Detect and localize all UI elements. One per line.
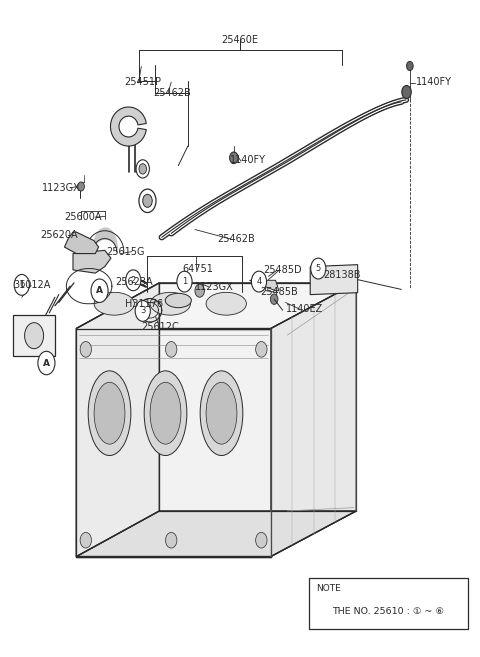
FancyBboxPatch shape <box>309 578 468 629</box>
Circle shape <box>139 164 146 174</box>
Polygon shape <box>310 265 358 294</box>
Circle shape <box>126 270 141 290</box>
Text: 31012A: 31012A <box>13 280 50 290</box>
Polygon shape <box>76 328 271 556</box>
Ellipse shape <box>200 371 243 455</box>
Circle shape <box>407 61 413 70</box>
Polygon shape <box>76 511 356 556</box>
Circle shape <box>24 323 44 349</box>
Ellipse shape <box>150 292 191 315</box>
Text: 5: 5 <box>316 264 321 273</box>
Ellipse shape <box>94 382 125 444</box>
Circle shape <box>402 85 411 99</box>
Ellipse shape <box>144 371 187 455</box>
Text: 25485B: 25485B <box>261 287 298 297</box>
Ellipse shape <box>165 293 192 307</box>
Circle shape <box>177 271 192 292</box>
Text: 25485D: 25485D <box>263 265 301 275</box>
Circle shape <box>252 271 266 292</box>
Text: 1140EZ: 1140EZ <box>286 304 323 314</box>
Text: THE NO. 25610 : ① ~ ⑥: THE NO. 25610 : ① ~ ⑥ <box>333 606 444 616</box>
Text: 28138B: 28138B <box>324 270 361 280</box>
Text: 1140FY: 1140FY <box>416 78 452 87</box>
Text: H31176: H31176 <box>125 299 163 309</box>
Circle shape <box>135 300 150 321</box>
Circle shape <box>256 532 267 548</box>
Circle shape <box>38 351 55 374</box>
Text: 25462B: 25462B <box>154 87 192 98</box>
Circle shape <box>166 532 177 548</box>
Polygon shape <box>250 281 279 290</box>
Text: 1123GX: 1123GX <box>195 282 234 292</box>
Circle shape <box>139 189 156 213</box>
Ellipse shape <box>94 292 134 315</box>
Polygon shape <box>13 315 55 356</box>
Text: 25462B: 25462B <box>217 234 255 244</box>
Circle shape <box>80 342 92 357</box>
Circle shape <box>256 342 267 357</box>
Text: 3: 3 <box>140 306 145 315</box>
Text: 1123GX: 1123GX <box>42 183 81 193</box>
Text: A: A <box>43 359 50 367</box>
Polygon shape <box>271 283 356 556</box>
Polygon shape <box>76 283 356 328</box>
Circle shape <box>143 194 152 208</box>
Circle shape <box>270 294 278 304</box>
Text: 1140FY: 1140FY <box>229 156 265 166</box>
Polygon shape <box>64 232 98 254</box>
Circle shape <box>311 258 326 279</box>
Circle shape <box>80 532 92 548</box>
Polygon shape <box>110 107 146 146</box>
Text: 25615G: 25615G <box>106 246 144 257</box>
Circle shape <box>91 279 108 302</box>
Text: 25620A: 25620A <box>40 231 77 240</box>
Ellipse shape <box>88 371 131 455</box>
Circle shape <box>229 152 238 164</box>
Text: NOTE: NOTE <box>316 584 341 593</box>
Circle shape <box>195 284 204 297</box>
Text: 25460E: 25460E <box>221 35 259 45</box>
Ellipse shape <box>150 382 181 444</box>
Text: 25600A: 25600A <box>64 212 102 222</box>
Text: 1: 1 <box>182 277 187 286</box>
Text: 2: 2 <box>131 276 136 284</box>
Circle shape <box>136 160 149 178</box>
Polygon shape <box>76 283 159 556</box>
Circle shape <box>78 182 84 191</box>
Text: 25623A: 25623A <box>115 277 153 287</box>
Circle shape <box>166 342 177 357</box>
Text: 25612C: 25612C <box>141 321 179 332</box>
Text: 6: 6 <box>19 281 24 289</box>
Ellipse shape <box>206 382 237 444</box>
Ellipse shape <box>206 292 246 315</box>
Text: A: A <box>96 286 103 295</box>
Text: 64751: 64751 <box>182 263 213 273</box>
Circle shape <box>14 275 29 295</box>
Polygon shape <box>73 250 111 273</box>
Text: 25451P: 25451P <box>124 78 161 87</box>
Text: 4: 4 <box>256 277 262 286</box>
